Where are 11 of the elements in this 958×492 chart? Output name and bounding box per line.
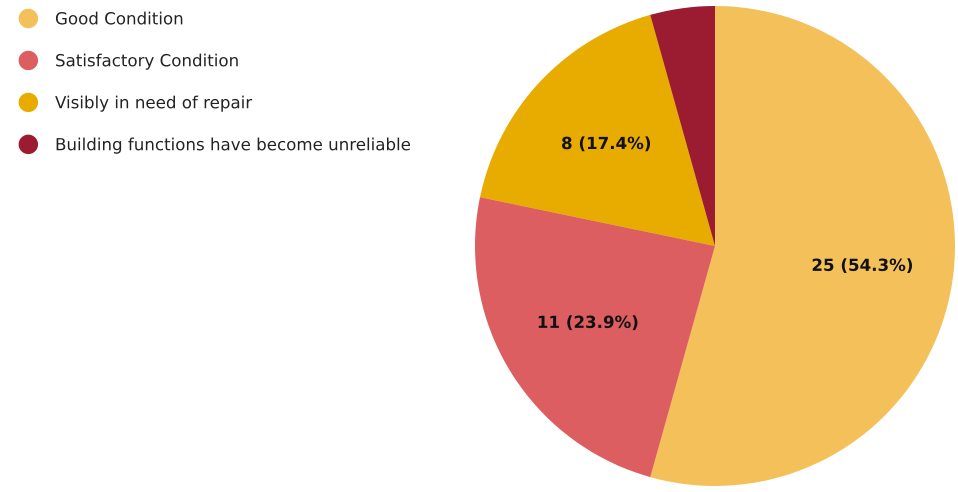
legend-label: Visibly in need of repair (55, 96, 252, 112)
pie-slice (650, 6, 715, 246)
data-label: 25 (54.3%) (812, 258, 912, 274)
legend-label: Good Condition (56, 12, 182, 25)
pie-slice (480, 14, 715, 246)
pie-slice (650, 6, 955, 486)
legend-label: Building functions have become unreliable (56, 138, 410, 154)
legend-label: Satisfactory Condition (56, 54, 238, 70)
pie-slice (475, 197, 715, 478)
data-label: 8 (17.4%) (562, 136, 650, 152)
data-label: 11 (23.9%) (538, 315, 638, 330)
